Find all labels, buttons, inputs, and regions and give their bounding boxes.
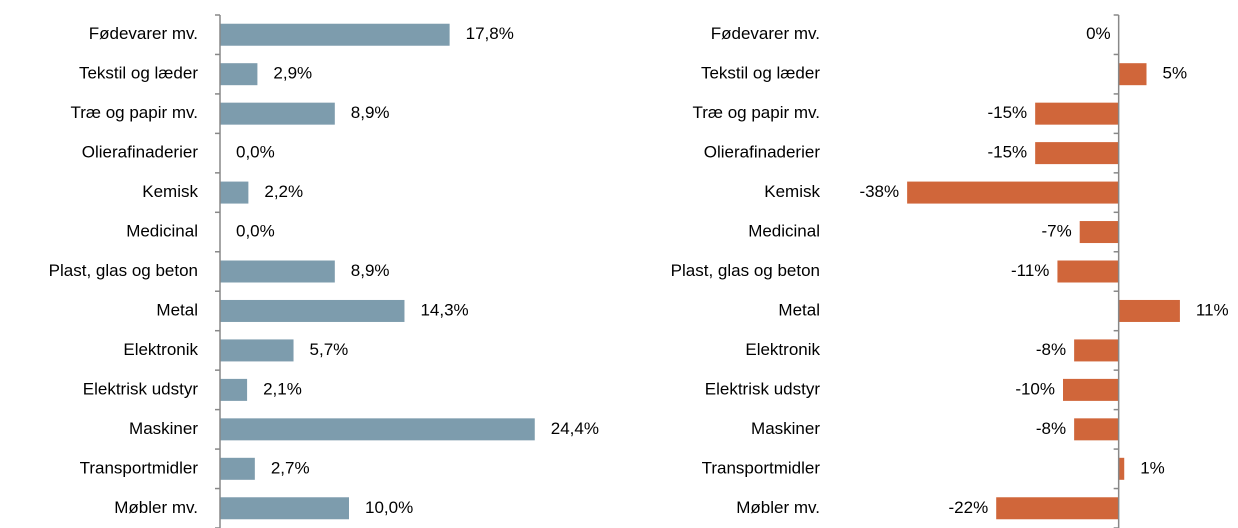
category-label: Plast, glas og beton [671,261,820,280]
bar [220,378,248,401]
value-label: -10% [1015,379,1055,398]
value-label: -22% [949,498,989,517]
value-label: 2,2% [264,182,303,201]
value-label: -8% [1036,340,1066,359]
value-label: 1% [1140,458,1165,477]
bar [1079,221,1119,244]
bar [1035,142,1119,165]
bar [1118,299,1180,322]
value-label: 2,7% [271,458,310,477]
bar [220,181,249,204]
bar [996,497,1119,520]
bar [1035,102,1119,125]
category-label: Maskiner [129,419,198,438]
category-label: Elektrisk udstyr [705,379,821,398]
value-label: 0,0% [236,143,275,162]
category-label: Medicinal [126,222,198,241]
bar [220,299,405,322]
bar [220,260,335,283]
category-label: Træ og papir mv. [692,103,820,122]
category-label: Kemisk [764,182,820,201]
value-label: 11% [1196,300,1229,319]
bar [220,339,294,362]
category-label: Transportmidler [702,458,821,477]
bar [220,457,255,480]
category-label: Tekstil og læder [79,64,198,83]
value-label: -15% [987,103,1027,122]
bar [220,418,535,441]
value-label: 0,0% [236,222,275,241]
bar [1118,457,1125,480]
category-label: Fødevarer mv. [89,24,198,43]
value-label: 14,3% [420,300,468,319]
bar [220,23,450,46]
value-label: -8% [1036,419,1066,438]
value-label: -15% [987,143,1027,162]
category-label: Metal [778,300,820,319]
category-label: Træ og papir mv. [70,103,198,122]
category-label: Tekstil og læder [701,64,820,83]
category-label: Metal [156,300,198,319]
category-label: Olierafinaderier [82,143,199,162]
bar [1063,378,1119,401]
bar [1074,339,1119,362]
category-label: Møbler mv. [114,498,198,517]
value-label: 0% [1086,24,1111,43]
bar [1118,63,1147,86]
category-label: Medicinal [748,222,820,241]
value-label: 8,9% [351,261,390,280]
value-label: 2,1% [263,379,302,398]
value-label: 8,9% [351,103,390,122]
category-label: Fødevarer mv. [711,24,820,43]
value-label: -11% [1011,261,1049,280]
bar [1057,260,1119,283]
value-label: 5% [1163,64,1188,83]
bar [220,497,349,520]
category-label: Transportmidler [80,458,199,477]
category-label: Olierafinaderier [704,143,821,162]
value-label: -38% [859,182,899,201]
category-label: Elektronik [123,340,198,359]
bar [907,181,1119,204]
bar [220,63,258,86]
value-label: 2,9% [273,64,312,83]
bar [1074,418,1119,441]
value-label: -7% [1041,222,1071,241]
value-label: 24,4% [551,419,599,438]
category-label: Plast, glas og beton [49,261,198,280]
category-label: Maskiner [751,419,820,438]
category-label: Elektrisk udstyr [83,379,199,398]
value-label: 10,0% [365,498,413,517]
category-label: Kemisk [142,182,198,201]
category-label: Møbler mv. [736,498,820,517]
category-label: Elektronik [745,340,820,359]
value-label: 5,7% [310,340,349,359]
bar [220,102,335,125]
value-label: 17,8% [466,24,514,43]
